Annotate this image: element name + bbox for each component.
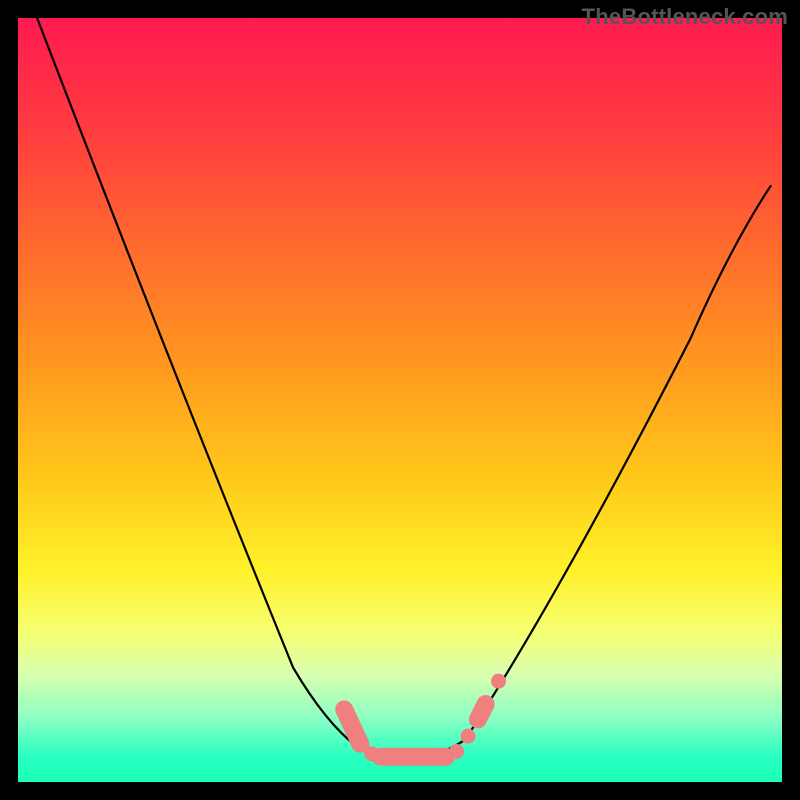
marker-dot bbox=[449, 744, 464, 759]
marker-dot bbox=[491, 674, 506, 689]
chart-background-gradient bbox=[18, 18, 782, 782]
bottleneck-curve-chart bbox=[0, 0, 800, 800]
chart-container: TheBottleneck.com bbox=[0, 0, 800, 800]
marker-capsule bbox=[478, 704, 486, 719]
marker-dot bbox=[460, 729, 475, 744]
